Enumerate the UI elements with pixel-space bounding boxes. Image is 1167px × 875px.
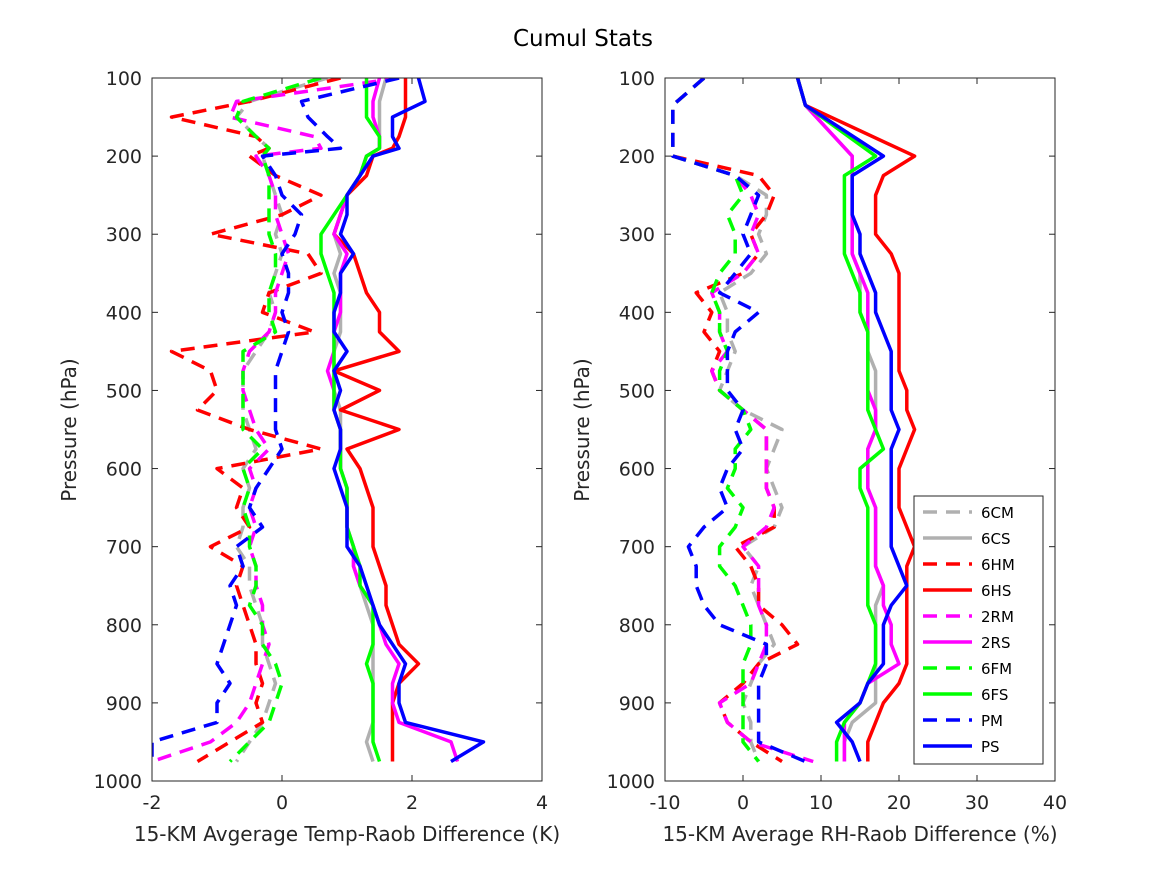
series-line-6hs (332, 78, 421, 762)
series-line-ps (795, 78, 909, 763)
y-tick-label: 300 (106, 224, 142, 246)
x-tick-label: 2 (406, 792, 418, 814)
legend-label-6fm: 6FM (981, 660, 1012, 678)
series-line-pm (152, 78, 400, 762)
legend-label-6hs: 6HS (981, 582, 1011, 600)
x-tick-label: 30 (965, 792, 989, 814)
y-tick-label: 900 (619, 693, 655, 715)
x-axis-label: 15-KM Avgerage Temp-Raob Difference (K) (134, 822, 560, 846)
y-axis-label: Pressure (hPa) (570, 358, 594, 501)
x-tick-label: 20 (887, 792, 911, 814)
y-tick-label: 400 (106, 302, 142, 324)
y-tick-label: 600 (106, 459, 142, 481)
y-tick-label: 1000 (94, 771, 142, 793)
figure-title: Cumul Stats (513, 26, 653, 52)
axes-box (151, 77, 543, 782)
legend-box (913, 495, 1044, 765)
legend-label-2rs: 2RS (981, 634, 1011, 652)
y-tick-label: 100 (619, 68, 655, 90)
x-tick-label: 40 (1043, 792, 1067, 814)
y-tick-label: 1000 (607, 771, 655, 793)
series-line-2rm (671, 78, 814, 764)
legend-label-2rm: 2RM (981, 608, 1014, 626)
y-axis-label: Pressure (hPa) (57, 358, 81, 501)
y-tick-label: 500 (106, 380, 142, 402)
y-tick-label: 800 (106, 615, 142, 637)
legend-label-6cs: 6CS (981, 530, 1011, 548)
y-tick-label: 700 (106, 537, 142, 559)
axis-ticks: -10 0 10 20 30 40 100 200 300 400 500 600 700 800 900 1… (607, 68, 1067, 814)
rh-difference-panel: -10 0 10 20 30 40 100 200 300 400 500 600 700 800 900 1… (570, 68, 1067, 846)
series-line-6cm (234, 78, 329, 763)
legend-label-ps: PS (981, 738, 1000, 756)
series-line-6fs (795, 78, 886, 762)
y-tick-label: 100 (106, 68, 142, 90)
x-tick-label: 10 (809, 792, 833, 814)
x-tick-label: 0 (276, 792, 288, 814)
series-line-6fm (228, 78, 322, 763)
axes-box (664, 77, 1056, 782)
series-line-6hs (795, 78, 917, 762)
legend-label-pm: PM (981, 712, 1003, 730)
x-tick-label: -2 (143, 792, 162, 814)
series-line-6fm (671, 78, 760, 763)
series-line-pm (671, 78, 807, 764)
x-tick-label: -10 (649, 792, 680, 814)
legend-label-6fs: 6FS (981, 686, 1008, 704)
legend-label-6hm: 6HM (981, 556, 1015, 574)
y-tick-label: 600 (619, 459, 655, 481)
y-tick-label: 200 (106, 146, 142, 168)
y-tick-label: 700 (619, 537, 655, 559)
y-tick-label: 800 (619, 615, 655, 637)
temp-difference-panel: -2 0 2 4 100 200 300 400 500 600 700 800 900 1000 15-… (57, 68, 560, 846)
legend-label-6cm: 6CM (981, 504, 1014, 522)
y-tick-label: 900 (106, 693, 142, 715)
legend: 6CM 6CS 6HM 6HS 2RM 2RS 6FM 6FS PM PS (913, 495, 1044, 765)
y-tick-label: 500 (619, 380, 655, 402)
y-tick-label: 400 (619, 302, 655, 324)
x-axis-label: 15-KM Average RH-Raob Difference (%) (662, 822, 1057, 846)
y-tick-label: 200 (619, 146, 655, 168)
series-line-ps (332, 78, 486, 763)
x-tick-label: 4 (536, 792, 548, 814)
series-line-2rs (795, 78, 901, 762)
series-lines (152, 78, 486, 764)
x-tick-label: 0 (737, 792, 749, 814)
y-tick-label: 300 (619, 224, 655, 246)
series-lines (671, 78, 917, 764)
